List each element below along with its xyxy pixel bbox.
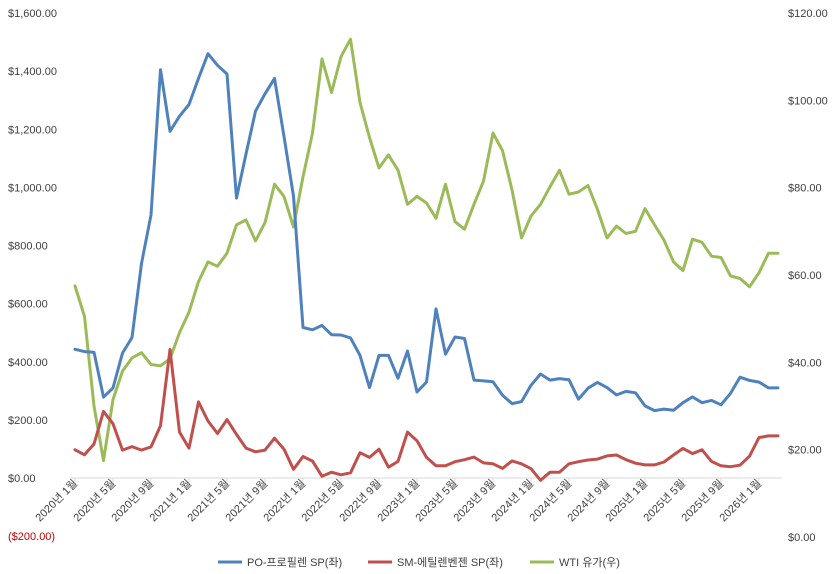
legend-label: WTI 유가(우) (559, 556, 620, 569)
left-axis-tick-label: $1,400.00 (8, 66, 57, 78)
series-line-3 (73, 37, 780, 463)
left-axis-labels: ($200.00) $0.00 $200.00 $400.00 $600.00 $800.… (8, 8, 57, 543)
left-axis-tick-label: $400.00 (8, 357, 48, 369)
left-axis-tick-label: $800.00 (8, 241, 48, 253)
legend: PO-프로필렌 SP(좌) SM-에틸렌벤젠 SP(좌) WTI 유가(우) (218, 556, 620, 569)
right-axis-tick-label: $100.00 (788, 95, 828, 107)
series-line-1 (73, 52, 780, 413)
right-axis-tick-label: $40.00 (788, 357, 822, 369)
right-axis-tick-label: $60.00 (788, 270, 822, 282)
left-axis-tick-label: $1,200.00 (8, 124, 57, 136)
right-axis-labels: $0.00 $20.00 $40.00 $60.00 $80.00 $100.00 $120… (788, 8, 828, 544)
left-axis-tick-label: ($200.00) (8, 531, 55, 543)
left-axis-tick-label: $1,000.00 (8, 182, 57, 194)
left-axis-tick-label: $1,600.00 (8, 8, 57, 20)
left-axis-tick-label: $600.00 (8, 299, 48, 311)
legend-label: SM-에틸렌벤젠 SP(좌) (397, 556, 503, 569)
series-group (73, 37, 780, 482)
left-axis-tick-label: $200.00 (8, 415, 48, 427)
right-axis-tick-label: $0.00 (788, 532, 816, 544)
right-axis-tick-label: $80.00 (788, 183, 822, 195)
series-line-2 (73, 348, 780, 482)
right-axis-tick-label: $120.00 (788, 8, 828, 20)
legend-label: PO-프로필렌 SP(좌) (247, 556, 342, 569)
left-axis-tick-label: $0.00 (8, 473, 36, 485)
right-axis-tick-label: $20.00 (788, 445, 822, 457)
